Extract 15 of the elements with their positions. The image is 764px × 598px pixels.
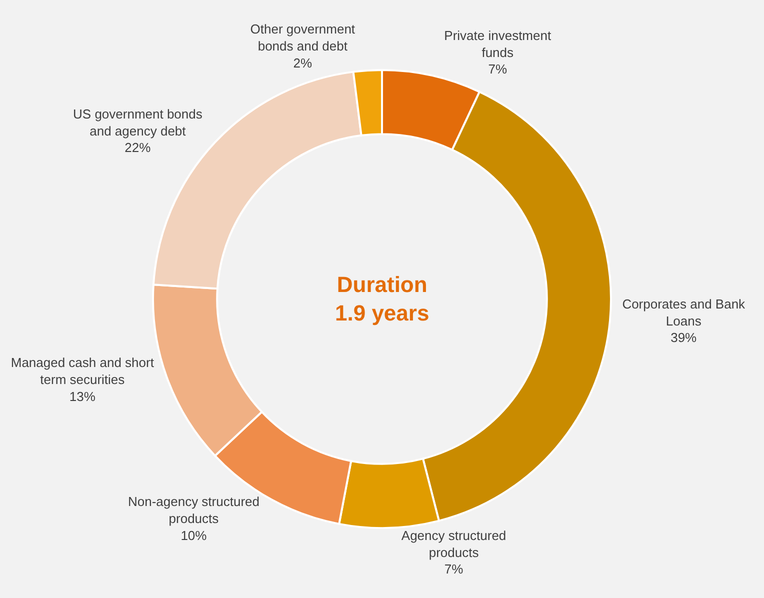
slice-label: Other government bonds and debt (250, 22, 356, 54)
data-label: 10% (180, 528, 208, 543)
data-label: 7% (444, 562, 464, 577)
slice-label: Corporates and Bank Loans (622, 296, 746, 328)
slice-label: Private investment funds (444, 28, 552, 60)
slice-label: US government bonds and agency debt (73, 106, 203, 138)
data-label: 13% (69, 388, 96, 404)
data-label: 7% (488, 62, 508, 77)
data-label: 39% (670, 330, 698, 346)
slice-label: Managed cash and short term securities (10, 354, 154, 387)
data-label: 22% (124, 140, 152, 156)
data-label: 2% (293, 56, 312, 71)
slice-label: Agency structured products (401, 528, 506, 560)
slice-label: Non-agency structured products (128, 494, 260, 526)
text: Duration 1.9 years (335, 272, 430, 326)
